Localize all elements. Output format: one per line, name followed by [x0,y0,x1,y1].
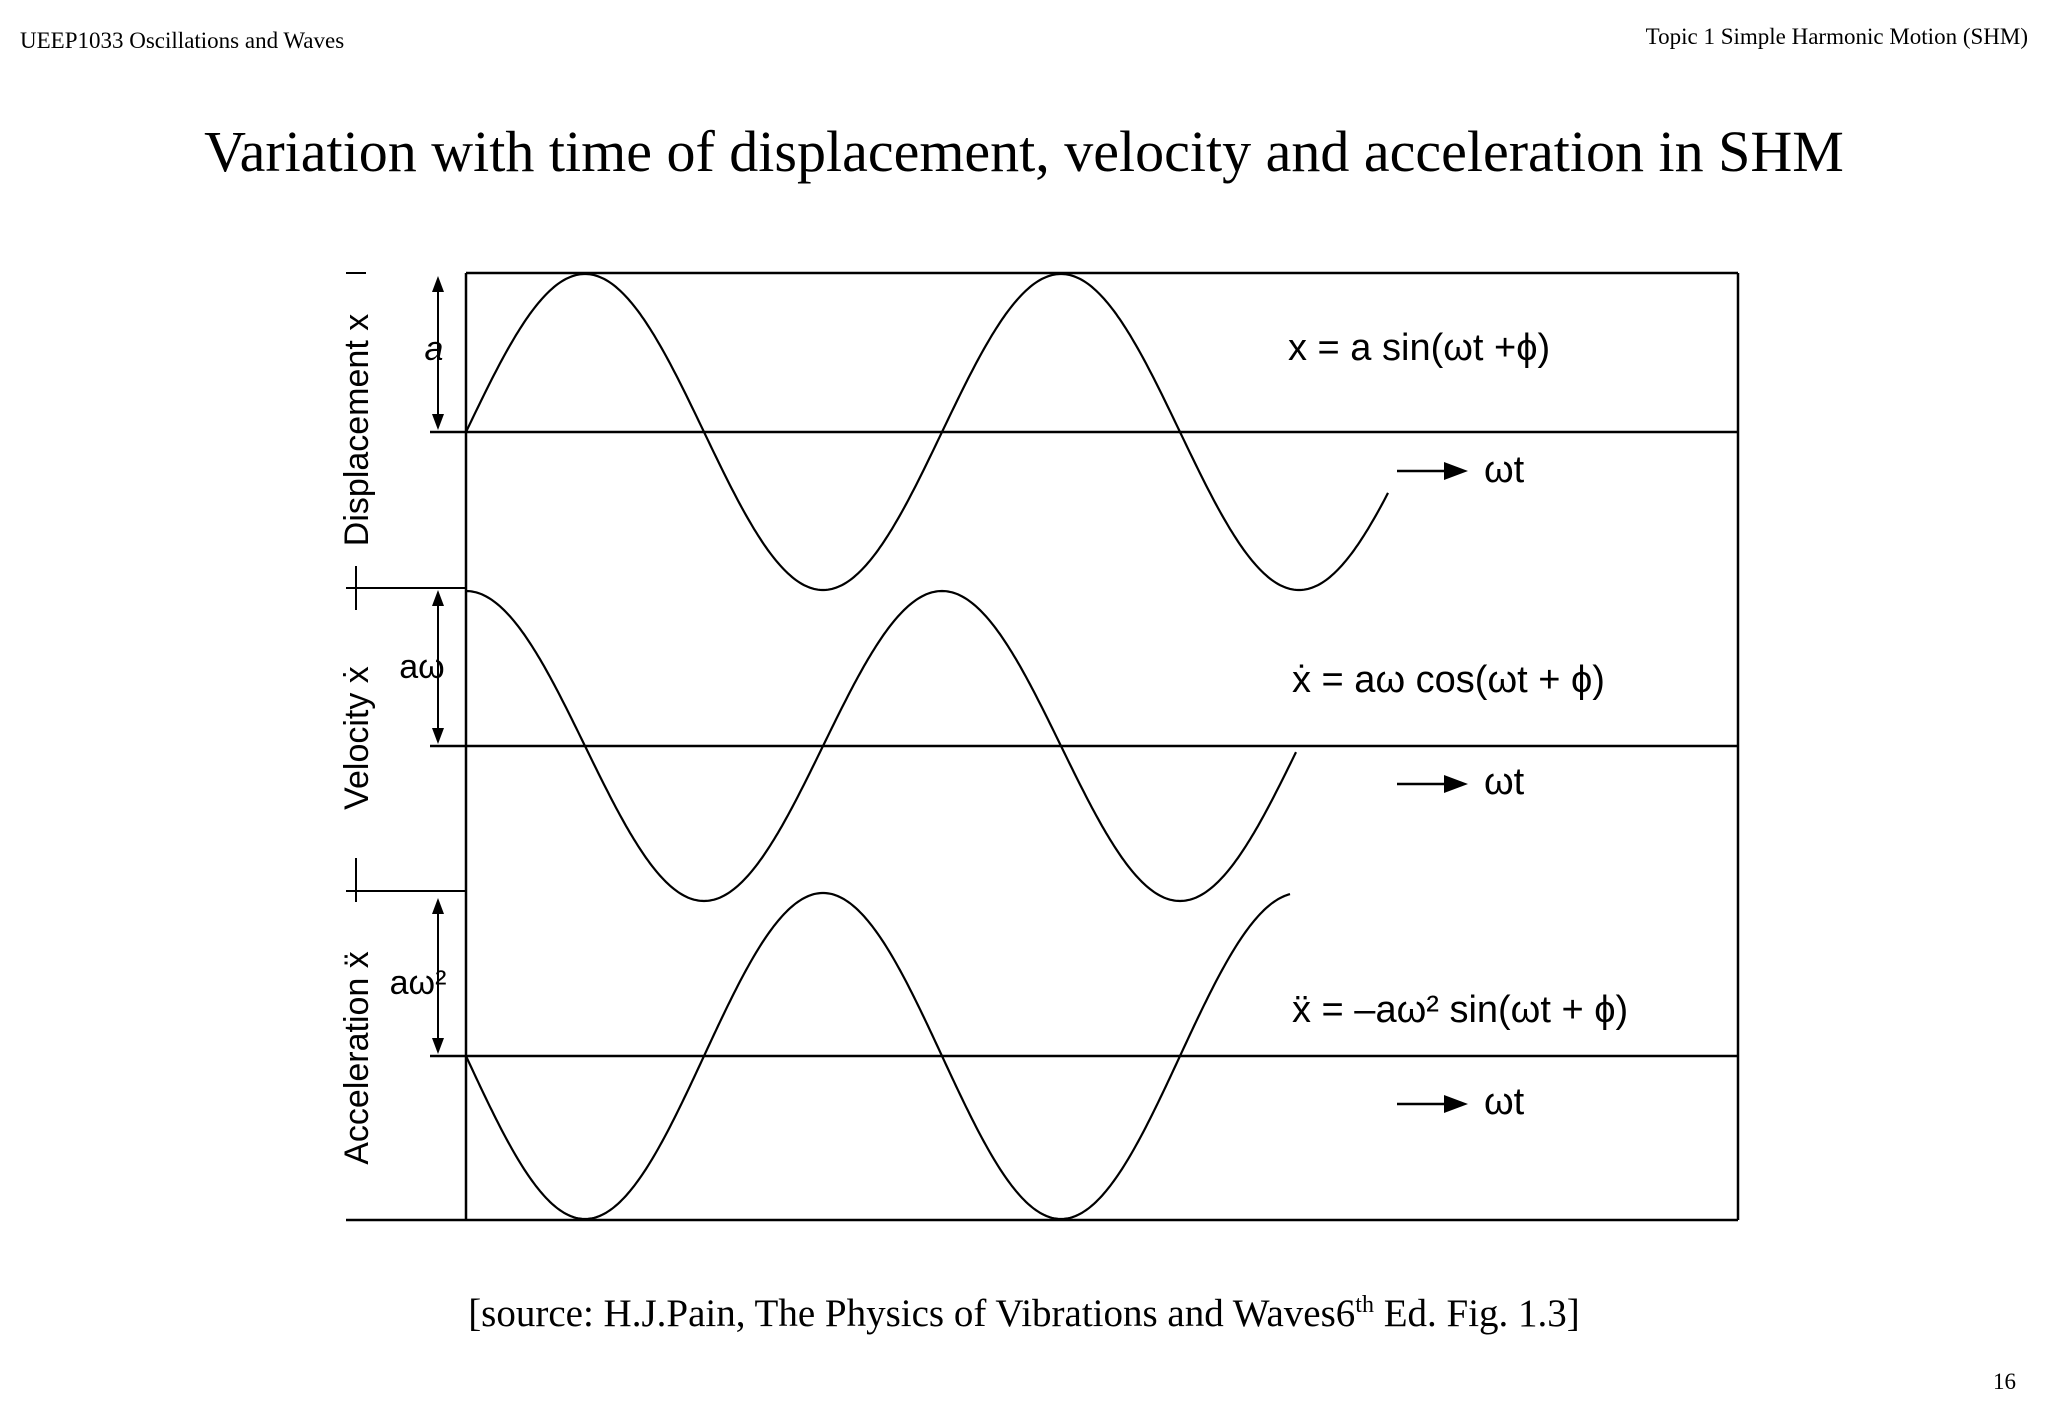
axis-label-displacement: Displacement x [338,314,376,546]
source-superscript: th [1355,1292,1374,1318]
time-axis-label-acceleration: ωt [1484,1081,1525,1123]
panel-velocity: aω Velocity ẋ ẋ = aω cos(ωt + ϕ) ωt [338,589,1738,903]
time-arrowhead-displacement [1444,462,1468,480]
axis-label-acceleration: Acceleration ẍ [338,951,376,1165]
topic-header: Topic 1 Simple Harmonic Motion (SHM) [1645,24,2028,49]
equation-acceleration: ẍ = –aω² sin(ωt + ϕ) [1292,989,1628,1031]
arrowhead-up [432,898,444,914]
time-axis-label-displacement: ωt [1484,449,1525,491]
curve-velocity [465,589,1297,903]
figure-source-citation: [source: H.J.Pain, The Physics of Vibrat… [0,1291,2048,1336]
arrowhead-down [432,414,444,430]
arrowhead-down [432,728,444,744]
amplitude-label-displacement: a [425,330,444,368]
curve-acceleration [465,891,1291,1221]
equation-velocity: ẋ = aω cos(ωt + ϕ) [1292,659,1605,701]
time-arrowhead-acceleration [1444,1095,1468,1113]
panel-acceleration: aω² Acceleration ẍ ẍ = –aω² sin(ωt + ϕ) … [338,891,1738,1221]
time-axis-label-velocity: ωt [1484,761,1525,803]
arrowhead-up [432,276,444,292]
amplitude-label-acceleration: aω² [390,964,447,1002]
page-number: 16 [1993,1369,2016,1394]
arrowhead-up [432,590,444,606]
arrowhead-down [432,1038,444,1054]
source-prefix: [source: H.J.Pain, The Physics of Vibrat… [468,1292,1356,1335]
time-arrowhead-velocity [1444,775,1468,793]
shm-figure: a Displacement x x = a sin(ωt +ϕ) ωt aω … [338,271,1740,1222]
source-suffix: Ed. Fig. 1.3] [1373,1292,1580,1335]
slide-title: Variation with time of displacement, vel… [204,119,1844,184]
curve-displacement [465,272,1389,592]
amplitude-label-velocity: aω [399,648,444,686]
equation-displacement: x = a sin(ωt +ϕ) [1288,327,1550,369]
course-header: UEEP1033 Oscillations and Waves [20,28,345,53]
axis-label-velocity: Velocity ẋ [338,666,376,810]
panel-displacement: a Displacement x x = a sin(ωt +ϕ) ωt [338,272,1738,592]
